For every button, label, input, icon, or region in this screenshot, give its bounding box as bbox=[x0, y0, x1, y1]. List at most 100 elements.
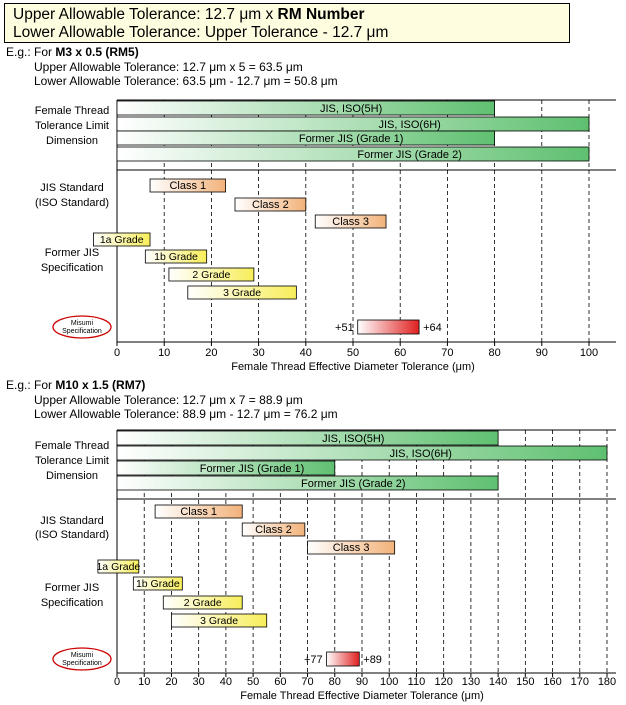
female-bar-label-1: JIS, ISO(6H) bbox=[378, 119, 440, 131]
female-bar-label-2: Former JIS (Grade 1) bbox=[299, 133, 404, 145]
chart-m10: 0 10 20 30 40 50 60 70 80 90 100 110 120 130 140 150 160… bbox=[35, 429, 616, 702]
group-label-0-2: Dimension bbox=[46, 135, 98, 147]
female-bar-3 bbox=[116, 475, 499, 491]
jis-bar-label-0: Class 1 bbox=[180, 506, 217, 518]
former-bar-label-3: 3 Grade bbox=[200, 615, 238, 627]
x-tick-label-90: 90 bbox=[356, 676, 368, 688]
jis-bar-1 bbox=[234, 197, 307, 212]
x-tick-label-160: 160 bbox=[543, 676, 561, 688]
jis-bar-label-2: Class 3 bbox=[333, 542, 370, 554]
x-tick-label-100: 100 bbox=[380, 676, 398, 688]
x-tick-label-170: 170 bbox=[571, 676, 589, 688]
jis-bar-label-0: Class 1 bbox=[169, 180, 206, 192]
former-bar-label-0: 1a Grade bbox=[96, 561, 140, 573]
x-tick-label-80: 80 bbox=[329, 676, 341, 688]
jis-bar-2 bbox=[314, 214, 387, 229]
female-bar-label-0: JIS, ISO(5H) bbox=[322, 433, 384, 445]
jis-bar-2 bbox=[307, 540, 396, 555]
example1-prefix: E.g.: For bbox=[6, 45, 56, 59]
example1-title: E.g.: For M3 x 0.5 (RM5) bbox=[6, 45, 139, 59]
misumi-oval-line2: Specification bbox=[62, 660, 102, 667]
jis-bar-label-1: Class 2 bbox=[255, 524, 292, 536]
x-tick-label-70: 70 bbox=[301, 676, 313, 688]
example1-lower: Lower Allowable Tolerance: 63.5 μm - 12.… bbox=[34, 74, 338, 88]
former-bar-label-2: 2 Grade bbox=[184, 597, 222, 609]
former-bar-label-1: 1b Grade bbox=[136, 578, 180, 590]
example2-upper: Upper Allowable Tolerance: 12.7 μm x 7 =… bbox=[34, 393, 303, 407]
x-tick-label-50: 50 bbox=[247, 676, 259, 688]
x-tick-label-10: 10 bbox=[138, 676, 150, 688]
x-tick-label-100: 100 bbox=[580, 347, 598, 359]
x-tick-label-60: 60 bbox=[394, 347, 406, 359]
former-bar-3 bbox=[171, 613, 268, 628]
example1-thread: M3 x 0.5 (RM5) bbox=[55, 45, 139, 59]
female-bar-label-2: Former JIS (Grade 1) bbox=[200, 463, 305, 475]
female-bar-label-1: JIS, ISO(6H) bbox=[390, 448, 452, 460]
former-bar-2 bbox=[168, 267, 255, 282]
former-bar-label-2: 2 Grade bbox=[192, 269, 230, 281]
group-label-1-1: (ISO Standard) bbox=[35, 529, 109, 541]
example1-upper: Upper Allowable Tolerance: 12.7 μm x 5 =… bbox=[34, 60, 303, 74]
jis-bar-0 bbox=[149, 178, 226, 193]
misumi-lower-label: +77 bbox=[304, 654, 323, 666]
misumi-oval-line1: Misumi bbox=[71, 320, 94, 327]
x-tick-label-120: 120 bbox=[434, 676, 452, 688]
jis-bar-1 bbox=[241, 522, 306, 537]
x-axis-label: Female Thread Effective Diameter Toleran… bbox=[231, 361, 475, 373]
example2-lower: Lower Allowable Tolerance: 88.9 μm - 12.… bbox=[34, 407, 338, 421]
female-bar-label-3: Former JIS (Grade 2) bbox=[301, 478, 406, 490]
group-label-2-0: Former JIS bbox=[45, 582, 99, 594]
misumi-spec-bar bbox=[326, 651, 360, 667]
x-tick-label-0: 0 bbox=[114, 676, 120, 688]
misumi-lower-label: +51 bbox=[335, 322, 354, 334]
x-tick-label-130: 130 bbox=[462, 676, 480, 688]
female-bar-2 bbox=[116, 130, 496, 146]
tolerance-formula-box: Upper Allowable Tolerance: 12.7 μm x RM … bbox=[4, 3, 570, 43]
x-tick-label-50: 50 bbox=[347, 347, 359, 359]
group-label-1-1: (ISO Standard) bbox=[35, 197, 109, 209]
former-bar-1 bbox=[144, 249, 208, 264]
x-tick-label-110: 110 bbox=[408, 676, 426, 688]
former-bar-0 bbox=[93, 232, 151, 247]
group-label-2-0: Former JIS bbox=[45, 247, 99, 259]
x-tick-label-70: 70 bbox=[441, 347, 453, 359]
former-bar-label-3: 3 Grade bbox=[223, 287, 261, 299]
female-bar-1 bbox=[116, 116, 590, 132]
x-tick-label-60: 60 bbox=[274, 676, 286, 688]
x-tick-label-40: 40 bbox=[220, 676, 232, 688]
former-bar-1 bbox=[132, 576, 183, 591]
misumi-spec-bar bbox=[357, 319, 420, 335]
group-label-0-0: Female Thread bbox=[35, 440, 109, 452]
x-tick-label-40: 40 bbox=[300, 347, 312, 359]
female-bar-label-3: Former JIS (Grade 2) bbox=[357, 149, 462, 161]
female-bar-2 bbox=[116, 460, 336, 476]
x-tick-label-30: 30 bbox=[193, 676, 205, 688]
misumi-oval bbox=[52, 647, 112, 671]
x-axis-label: Female Thread Effective Diameter Toleran… bbox=[240, 690, 484, 702]
misumi-oval-line1: Misumi bbox=[71, 652, 94, 659]
chart-m3: 0 10 20 30 40 50 60 70 80 90 100 Female Thread Effe… bbox=[35, 99, 616, 373]
group-label-0-0: Female Thread bbox=[35, 105, 109, 117]
group-label-2-1: Specification bbox=[41, 262, 103, 274]
x-tick-label-20: 20 bbox=[205, 347, 217, 359]
x-tick-label-10: 10 bbox=[158, 347, 170, 359]
x-tick-label-150: 150 bbox=[516, 676, 534, 688]
x-tick-label-180: 180 bbox=[598, 676, 616, 688]
misumi-oval-line2: Specification bbox=[62, 328, 102, 335]
former-bar-label-0: 1a Grade bbox=[100, 234, 144, 246]
female-bar-0 bbox=[116, 430, 499, 446]
x-tick-label-140: 140 bbox=[489, 676, 507, 688]
former-bar-3 bbox=[187, 285, 297, 300]
group-label-1-0: JIS Standard bbox=[40, 515, 104, 527]
former-bar-2 bbox=[162, 595, 243, 610]
female-bar-1 bbox=[116, 445, 608, 461]
jis-bar-0 bbox=[154, 504, 243, 519]
female-bar-label-0: JIS, ISO(5H) bbox=[320, 103, 382, 115]
group-label-0-1: Tolerance Limit bbox=[35, 120, 109, 132]
x-tick-label-20: 20 bbox=[165, 676, 177, 688]
lower-tolerance-formula: Lower Allowable Tolerance: Upper Toleran… bbox=[13, 24, 389, 41]
group-label-2-1: Specification bbox=[41, 597, 103, 609]
female-bar-3 bbox=[116, 146, 590, 162]
x-tick-label-80: 80 bbox=[488, 347, 500, 359]
jis-bar-label-1: Class 2 bbox=[252, 199, 289, 211]
